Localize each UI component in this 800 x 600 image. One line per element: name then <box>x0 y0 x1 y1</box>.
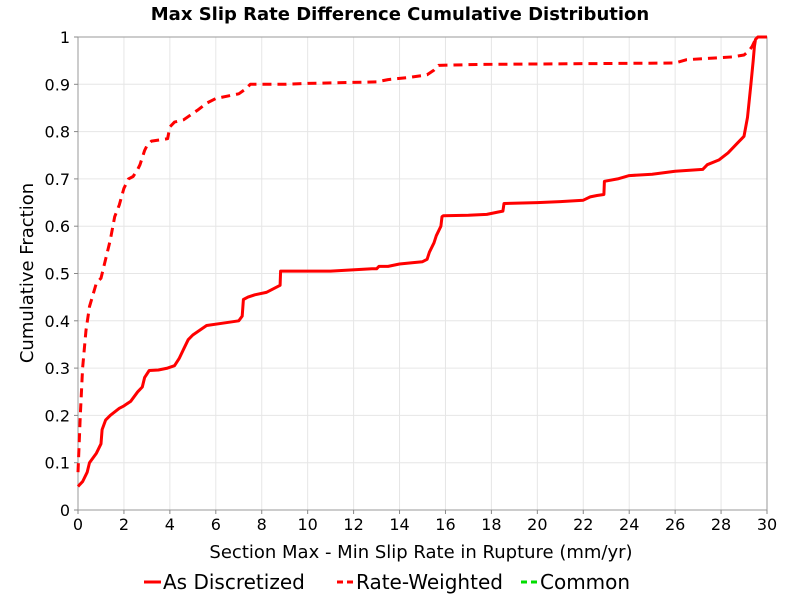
x-tick-label: 10 <box>297 515 317 534</box>
x-tick-label: 4 <box>165 515 175 534</box>
legend-label: As Discretized <box>163 570 305 594</box>
x-axis-label: Section Max - Min Slip Rate in Rupture (… <box>209 542 632 563</box>
legend-label: Rate-Weighted <box>356 570 503 594</box>
legend-item-common: Common <box>521 570 630 594</box>
x-tick-label: 2 <box>119 515 129 534</box>
legend-item-rate-weighted: Rate-Weighted <box>337 570 503 594</box>
y-tick-label: 1 <box>60 28 70 47</box>
x-tick-label: 26 <box>665 515 685 534</box>
x-tick-label: 24 <box>619 515 639 534</box>
y-tick-label: 0.4 <box>45 312 70 331</box>
series-line-as-discretized <box>76 35 767 488</box>
x-tick-label: 14 <box>389 515 409 534</box>
chart-title: Max Slip Rate Difference Cumulative Dist… <box>151 4 649 25</box>
y-tick-label: 0.8 <box>45 123 70 142</box>
legend: As Discretized Rate-Weighted Common <box>144 570 630 594</box>
y-tick-label: 0.3 <box>45 359 70 378</box>
y-tick-label: 0 <box>60 501 70 520</box>
x-tick-label: 16 <box>435 515 455 534</box>
y-tick-label: 0.7 <box>45 170 70 189</box>
axis-ticks: 0 2 4 6 8 10 12 14 16 18 20 22 24 26 28 3000.10.20.30.4… <box>45 28 778 534</box>
legend-item-as-discretized: As Discretized <box>144 570 305 594</box>
x-tick-label: 6 <box>211 515 221 534</box>
legend-label: Common <box>540 570 630 594</box>
x-tick-label: 12 <box>343 515 363 534</box>
x-tick-label: 30 <box>757 515 777 534</box>
y-axis-label: Cumulative Fraction <box>17 183 38 363</box>
y-tick-label: 0.5 <box>45 265 70 284</box>
x-tick-label: 8 <box>257 515 267 534</box>
x-tick-label: 0 <box>73 515 83 534</box>
series-line-rate-weighted <box>76 35 767 473</box>
gridlines <box>77 36 768 511</box>
x-tick-label: 22 <box>573 515 593 534</box>
y-tick-label: 0.9 <box>45 75 70 94</box>
y-tick-label: 0.6 <box>45 217 70 236</box>
y-tick-label: 0.1 <box>45 454 70 473</box>
x-tick-label: 28 <box>711 515 731 534</box>
x-tick-label: 18 <box>481 515 501 534</box>
x-tick-label: 20 <box>527 515 547 534</box>
y-tick-label: 0.2 <box>45 406 70 425</box>
series-lines <box>76 35 767 488</box>
